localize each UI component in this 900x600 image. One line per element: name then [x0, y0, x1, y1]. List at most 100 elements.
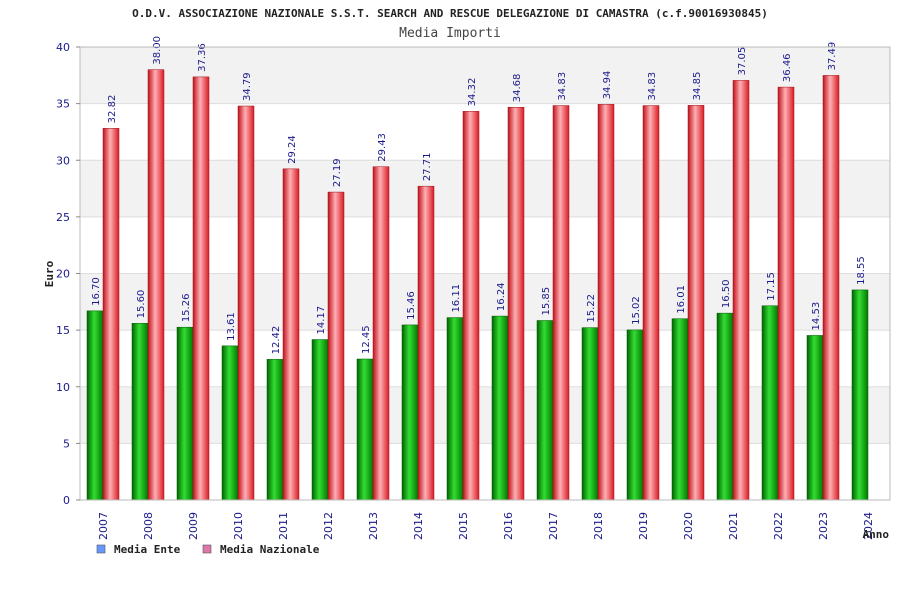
x-tick-label-2012: 2012: [322, 512, 335, 540]
y-axis-title: Euro: [43, 260, 56, 287]
data-label-media-nazionale-2019: 34.83: [647, 72, 658, 101]
data-label-media-nazionale-2008: 38.00: [152, 36, 163, 65]
bar-media-ente-2022: [761, 305, 779, 501]
data-label-media-nazionale-2010: 34.79: [242, 72, 253, 101]
data-label-layer: 16.70 32.82 15.60 38.00 15.26 37.36 13.61 34.79…: [91, 36, 867, 354]
y-tick-label: 20: [56, 268, 70, 281]
bar-media-nazionale-2010: [237, 105, 255, 501]
data-label-media-ente-2008: 15.60: [136, 290, 147, 319]
y-tick-label: 15: [56, 324, 70, 337]
y-tick-label: 40: [56, 41, 70, 54]
bar-media-ente-2013: [356, 358, 374, 501]
data-label-media-ente-2012: 14.17: [316, 306, 327, 335]
data-label-media-nazionale-2017: 34.83: [557, 72, 568, 101]
x-tick-label-2009: 2009: [187, 512, 200, 540]
data-label-media-ente-2013: 12.45: [361, 325, 372, 354]
data-label-media-ente-2017: 15.85: [541, 287, 552, 316]
data-label-media-nazionale-2007: 32.82: [107, 95, 118, 124]
legend-swatch-media-ente: [96, 544, 106, 554]
data-label-media-nazionale-2015: 34.32: [467, 78, 478, 107]
bar-media-nazionale-2021: [732, 80, 750, 501]
y-tick-label: 35: [56, 98, 70, 111]
bar-media-nazionale-2016: [507, 106, 525, 501]
legend-label-media-ente: Media Ente: [114, 543, 181, 556]
grid-band: [80, 216, 890, 274]
data-label-media-nazionale-2022: 36.46: [782, 53, 793, 82]
data-label-media-ente-2024: 18.55: [856, 256, 867, 285]
chart-subtitle: Media Importi: [399, 26, 501, 41]
bar-media-ente-2010: [221, 345, 239, 501]
bar-media-ente-2024: [851, 289, 869, 501]
bar-media-nazionale-2022: [777, 86, 795, 501]
bar-media-nazionale-2011: [282, 168, 300, 501]
legend: Media Ente Media Nazionale: [96, 543, 320, 556]
bar-media-nazionale-2020: [687, 105, 705, 501]
data-label-media-nazionale-2018: 34.94: [602, 71, 613, 100]
bar-media-nazionale-2012: [327, 191, 345, 501]
grid-band: [80, 103, 890, 161]
data-label-media-ente-2021: 16.50: [721, 279, 732, 308]
bar-media-nazionale-2013: [372, 166, 390, 501]
bar-media-ente-2016: [491, 315, 509, 501]
bar-media-ente-2007: [86, 310, 104, 501]
bar-media-ente-2020: [671, 318, 689, 501]
grid-band: [80, 273, 890, 331]
bar-media-nazionale-2009: [192, 76, 210, 501]
chart-title: O.D.V. ASSOCIAZIONE NAZIONALE S.S.T. SEA…: [132, 7, 768, 20]
x-tick-label-2014: 2014: [412, 512, 425, 540]
y-axis-ticks: 0 5 10 15 20 25 30 35 40: [56, 41, 80, 507]
data-label-media-nazionale-2014: 27.71: [422, 153, 433, 182]
legend-swatch-media-nazionale: [202, 544, 212, 554]
x-tick-label-2019: 2019: [637, 512, 650, 540]
bar-media-ente-2009: [176, 326, 194, 501]
x-tick-label-2011: 2011: [277, 512, 290, 540]
grid-layer: [80, 46, 890, 501]
bar-media-ente-2023: [806, 335, 824, 501]
x-axis-ticks: 2007 2008 2009 2010 2011 2012 2013 2014 2015 2016…: [97, 512, 875, 540]
bar-media-nazionale-2017: [552, 105, 570, 501]
bar-media-nazionale-2019: [642, 105, 660, 501]
data-label-media-ente-2007: 16.70: [91, 277, 102, 306]
y-tick-label: 30: [56, 154, 70, 167]
data-label-media-nazionale-2009: 37.36: [197, 43, 208, 72]
grid-band: [80, 47, 890, 104]
x-tick-label-2018: 2018: [592, 512, 605, 540]
legend-label-media-nazionale: Media Nazionale: [220, 543, 320, 556]
y-tick-label: 10: [56, 381, 70, 394]
bar-media-ente-2017: [536, 320, 554, 501]
data-label-media-ente-2010: 13.61: [226, 312, 237, 341]
bar-media-nazionale-2018: [597, 104, 615, 501]
data-label-media-ente-2014: 15.46: [406, 291, 417, 320]
data-label-media-nazionale-2011: 29.24: [287, 135, 298, 164]
x-tick-label-2010: 2010: [232, 512, 245, 540]
bar-media-ente-2011: [266, 359, 284, 501]
bar-media-ente-2019: [626, 329, 644, 501]
data-label-media-ente-2018: 15.22: [586, 294, 597, 323]
data-label-media-ente-2015: 16.11: [451, 284, 462, 313]
x-tick-label-2013: 2013: [367, 512, 380, 540]
bar-media-ente-2018: [581, 327, 599, 501]
data-label-media-ente-2016: 16.24: [496, 282, 507, 311]
data-label-media-nazionale-2013: 29.43: [377, 133, 388, 162]
x-tick-label-2020: 2020: [682, 512, 695, 540]
data-label-media-nazionale-2021: 37.05: [737, 47, 748, 76]
data-label-media-nazionale-2023: 37.49: [827, 42, 838, 71]
data-label-media-nazionale-2016: 34.68: [512, 74, 523, 103]
data-label-media-nazionale-2012: 27.19: [332, 158, 343, 187]
bar-media-nazionale-2015: [462, 111, 480, 501]
y-tick-label: 5: [63, 437, 70, 450]
x-tick-label-2008: 2008: [142, 512, 155, 540]
x-axis-title: Anno: [863, 528, 890, 541]
grid-band: [80, 160, 890, 217]
data-label-media-ente-2023: 14.53: [811, 302, 822, 331]
x-tick-label-2022: 2022: [772, 512, 785, 540]
bar-media-ente-2014: [401, 324, 419, 501]
grid-band: [80, 443, 890, 500]
bar-media-ente-2012: [311, 339, 329, 501]
y-tick-label: 0: [63, 494, 70, 507]
x-tick-label-2024: 2024: [862, 512, 875, 540]
bar-media-nazionale-2008: [147, 69, 165, 501]
bar-media-ente-2008: [131, 323, 149, 501]
